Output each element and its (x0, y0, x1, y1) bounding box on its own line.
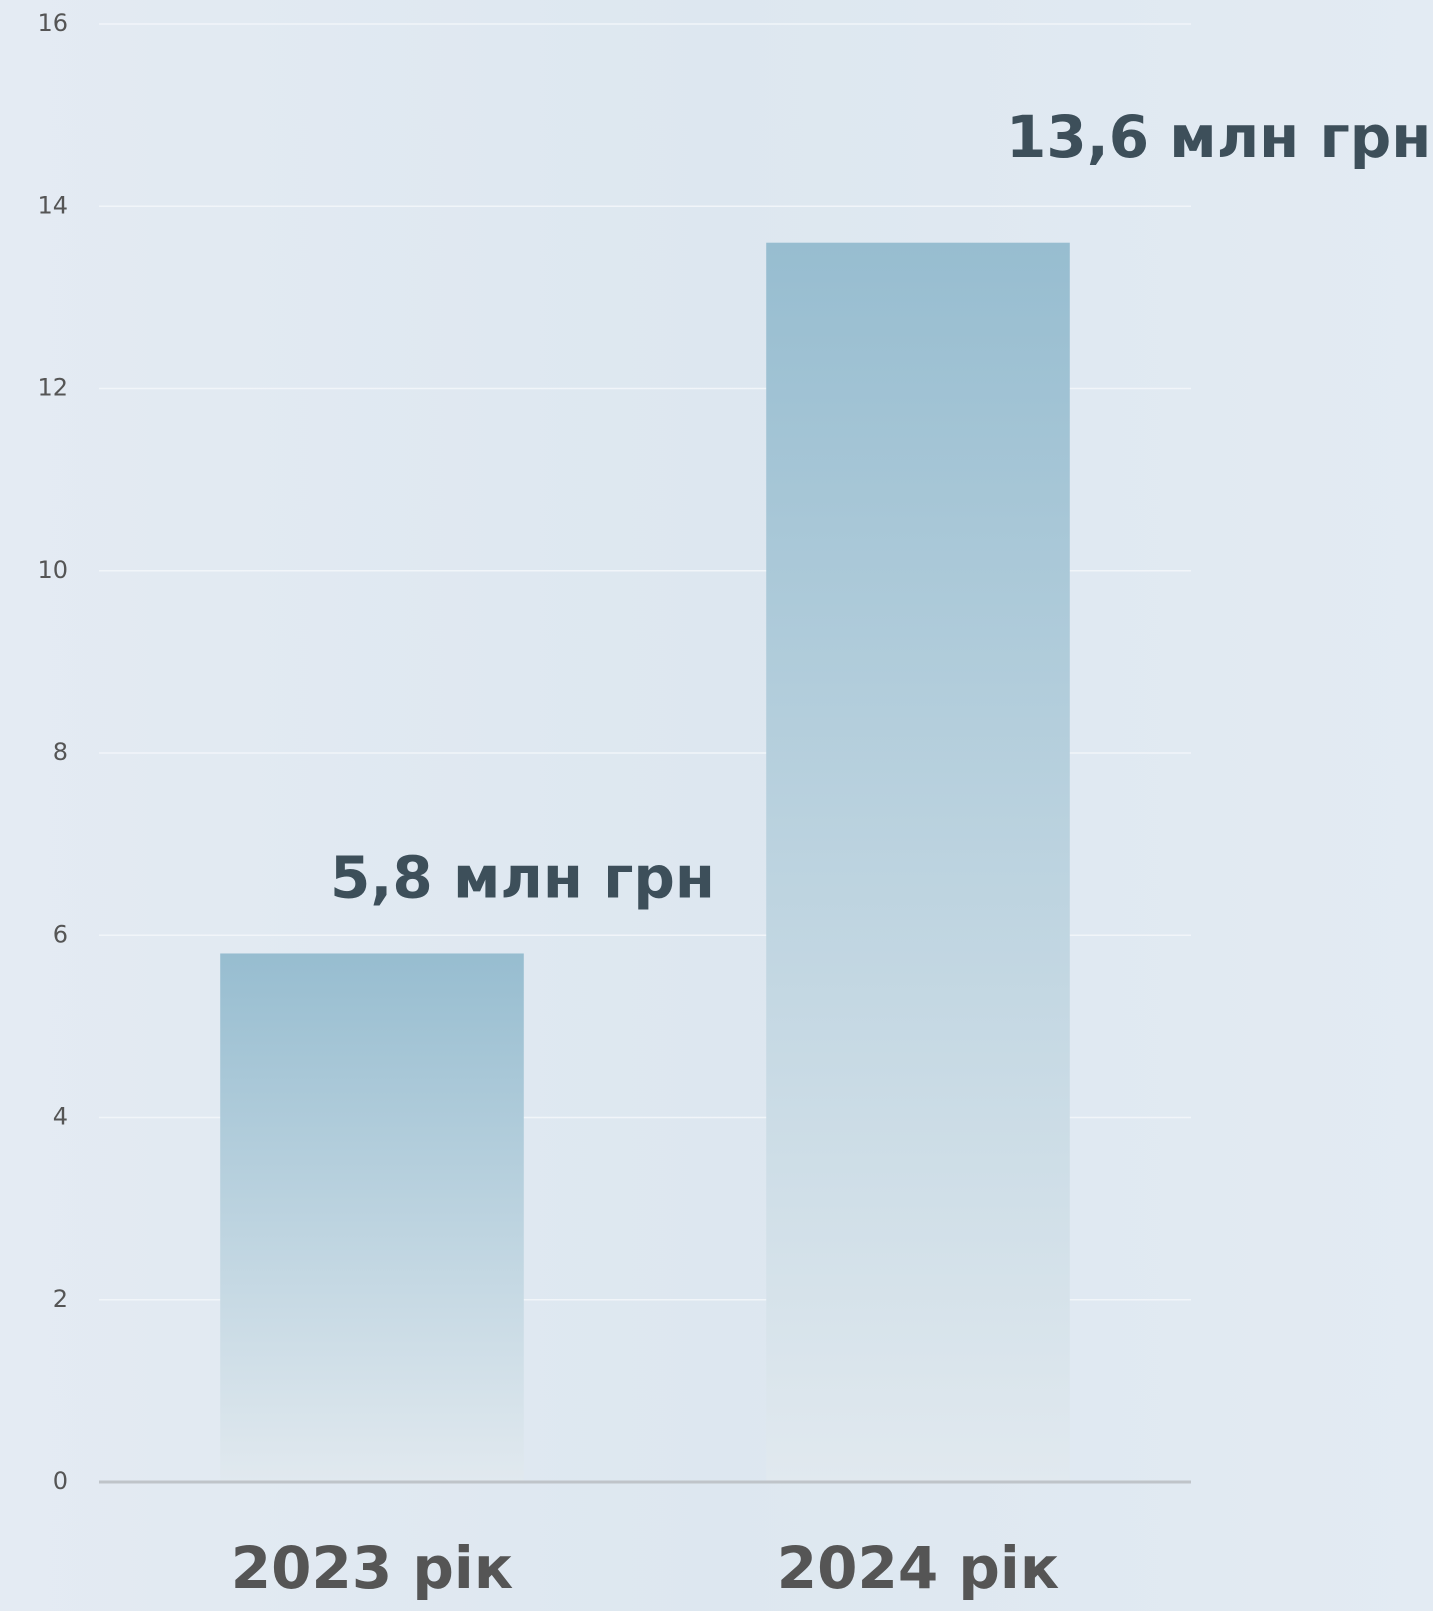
y-tick-label: 2 (53, 1285, 68, 1313)
y-tick-label: 4 (53, 1103, 68, 1131)
value-label: 5,8 млн грн (330, 844, 715, 912)
value-label: 13,6 млн грн (1006, 103, 1431, 171)
bar (220, 953, 524, 1482)
y-tick-label: 6 (53, 920, 68, 948)
x-tick-label: 2023 рік (231, 1534, 513, 1602)
y-tick-label: 8 (53, 738, 68, 766)
x-tick-label: 2024 рік (777, 1534, 1059, 1602)
bar (766, 242, 1070, 1483)
y-tick-label: 0 (53, 1467, 68, 1495)
y-tick-label: 16 (37, 9, 68, 37)
y-tick-label: 12 (37, 374, 68, 402)
y-tick-label: 14 (37, 191, 68, 219)
y-tick-label: 10 (37, 556, 68, 584)
